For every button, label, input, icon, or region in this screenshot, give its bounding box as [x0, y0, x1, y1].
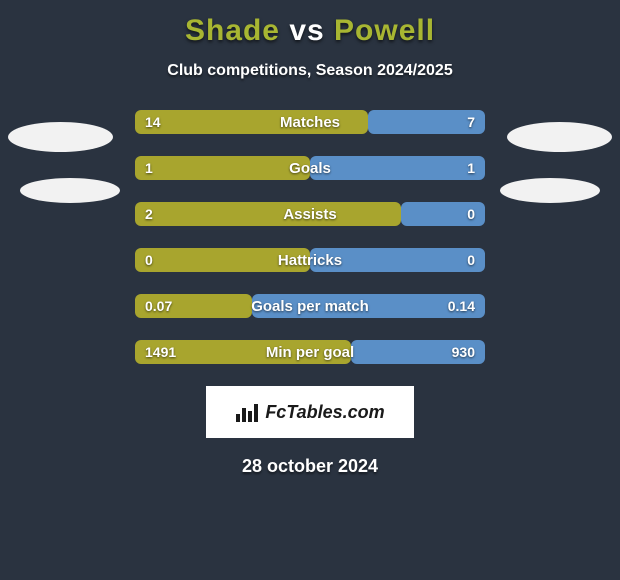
stat-row: 11Goals	[135, 156, 485, 180]
stat-bar-right	[252, 294, 485, 318]
player2-name: Powell	[334, 14, 435, 47]
brand-text: FcTables.com	[265, 402, 384, 423]
comparison-title: Shade vs Powell	[0, 0, 620, 48]
stat-bar-left	[135, 248, 310, 272]
stat-row: 00Hattricks	[135, 248, 485, 272]
title-vs: vs	[289, 14, 324, 47]
stat-bar-right	[351, 340, 485, 364]
subtitle: Club competitions, Season 2024/2025	[0, 62, 620, 80]
stat-bar-left	[135, 294, 252, 318]
brand-badge: FcTables.com	[206, 386, 414, 438]
stat-bar-left	[135, 340, 351, 364]
bar-chart-icon	[235, 402, 259, 422]
stat-bar-right	[401, 202, 485, 226]
stat-row: 147Matches	[135, 110, 485, 134]
stat-bar-right	[310, 248, 485, 272]
stat-bar-right	[368, 110, 485, 134]
player2-club-placeholder	[500, 178, 600, 203]
stat-row: 20Assists	[135, 202, 485, 226]
stat-row: 0.070.14Goals per match	[135, 294, 485, 318]
stat-row: 1491930Min per goal	[135, 340, 485, 364]
player1-avatar-placeholder	[8, 122, 113, 152]
stat-bar-left	[135, 110, 368, 134]
player1-name: Shade	[185, 14, 280, 47]
stat-rows: 147Matches 11Goals 20Assists 00Hattricks 0.0…	[135, 110, 485, 364]
stat-bar-left	[135, 202, 401, 226]
stat-bar-right	[310, 156, 485, 180]
player2-avatar-placeholder	[507, 122, 612, 152]
date-label: 28 october 2024	[0, 456, 620, 477]
stat-bar-left	[135, 156, 310, 180]
player1-club-placeholder	[20, 178, 120, 203]
